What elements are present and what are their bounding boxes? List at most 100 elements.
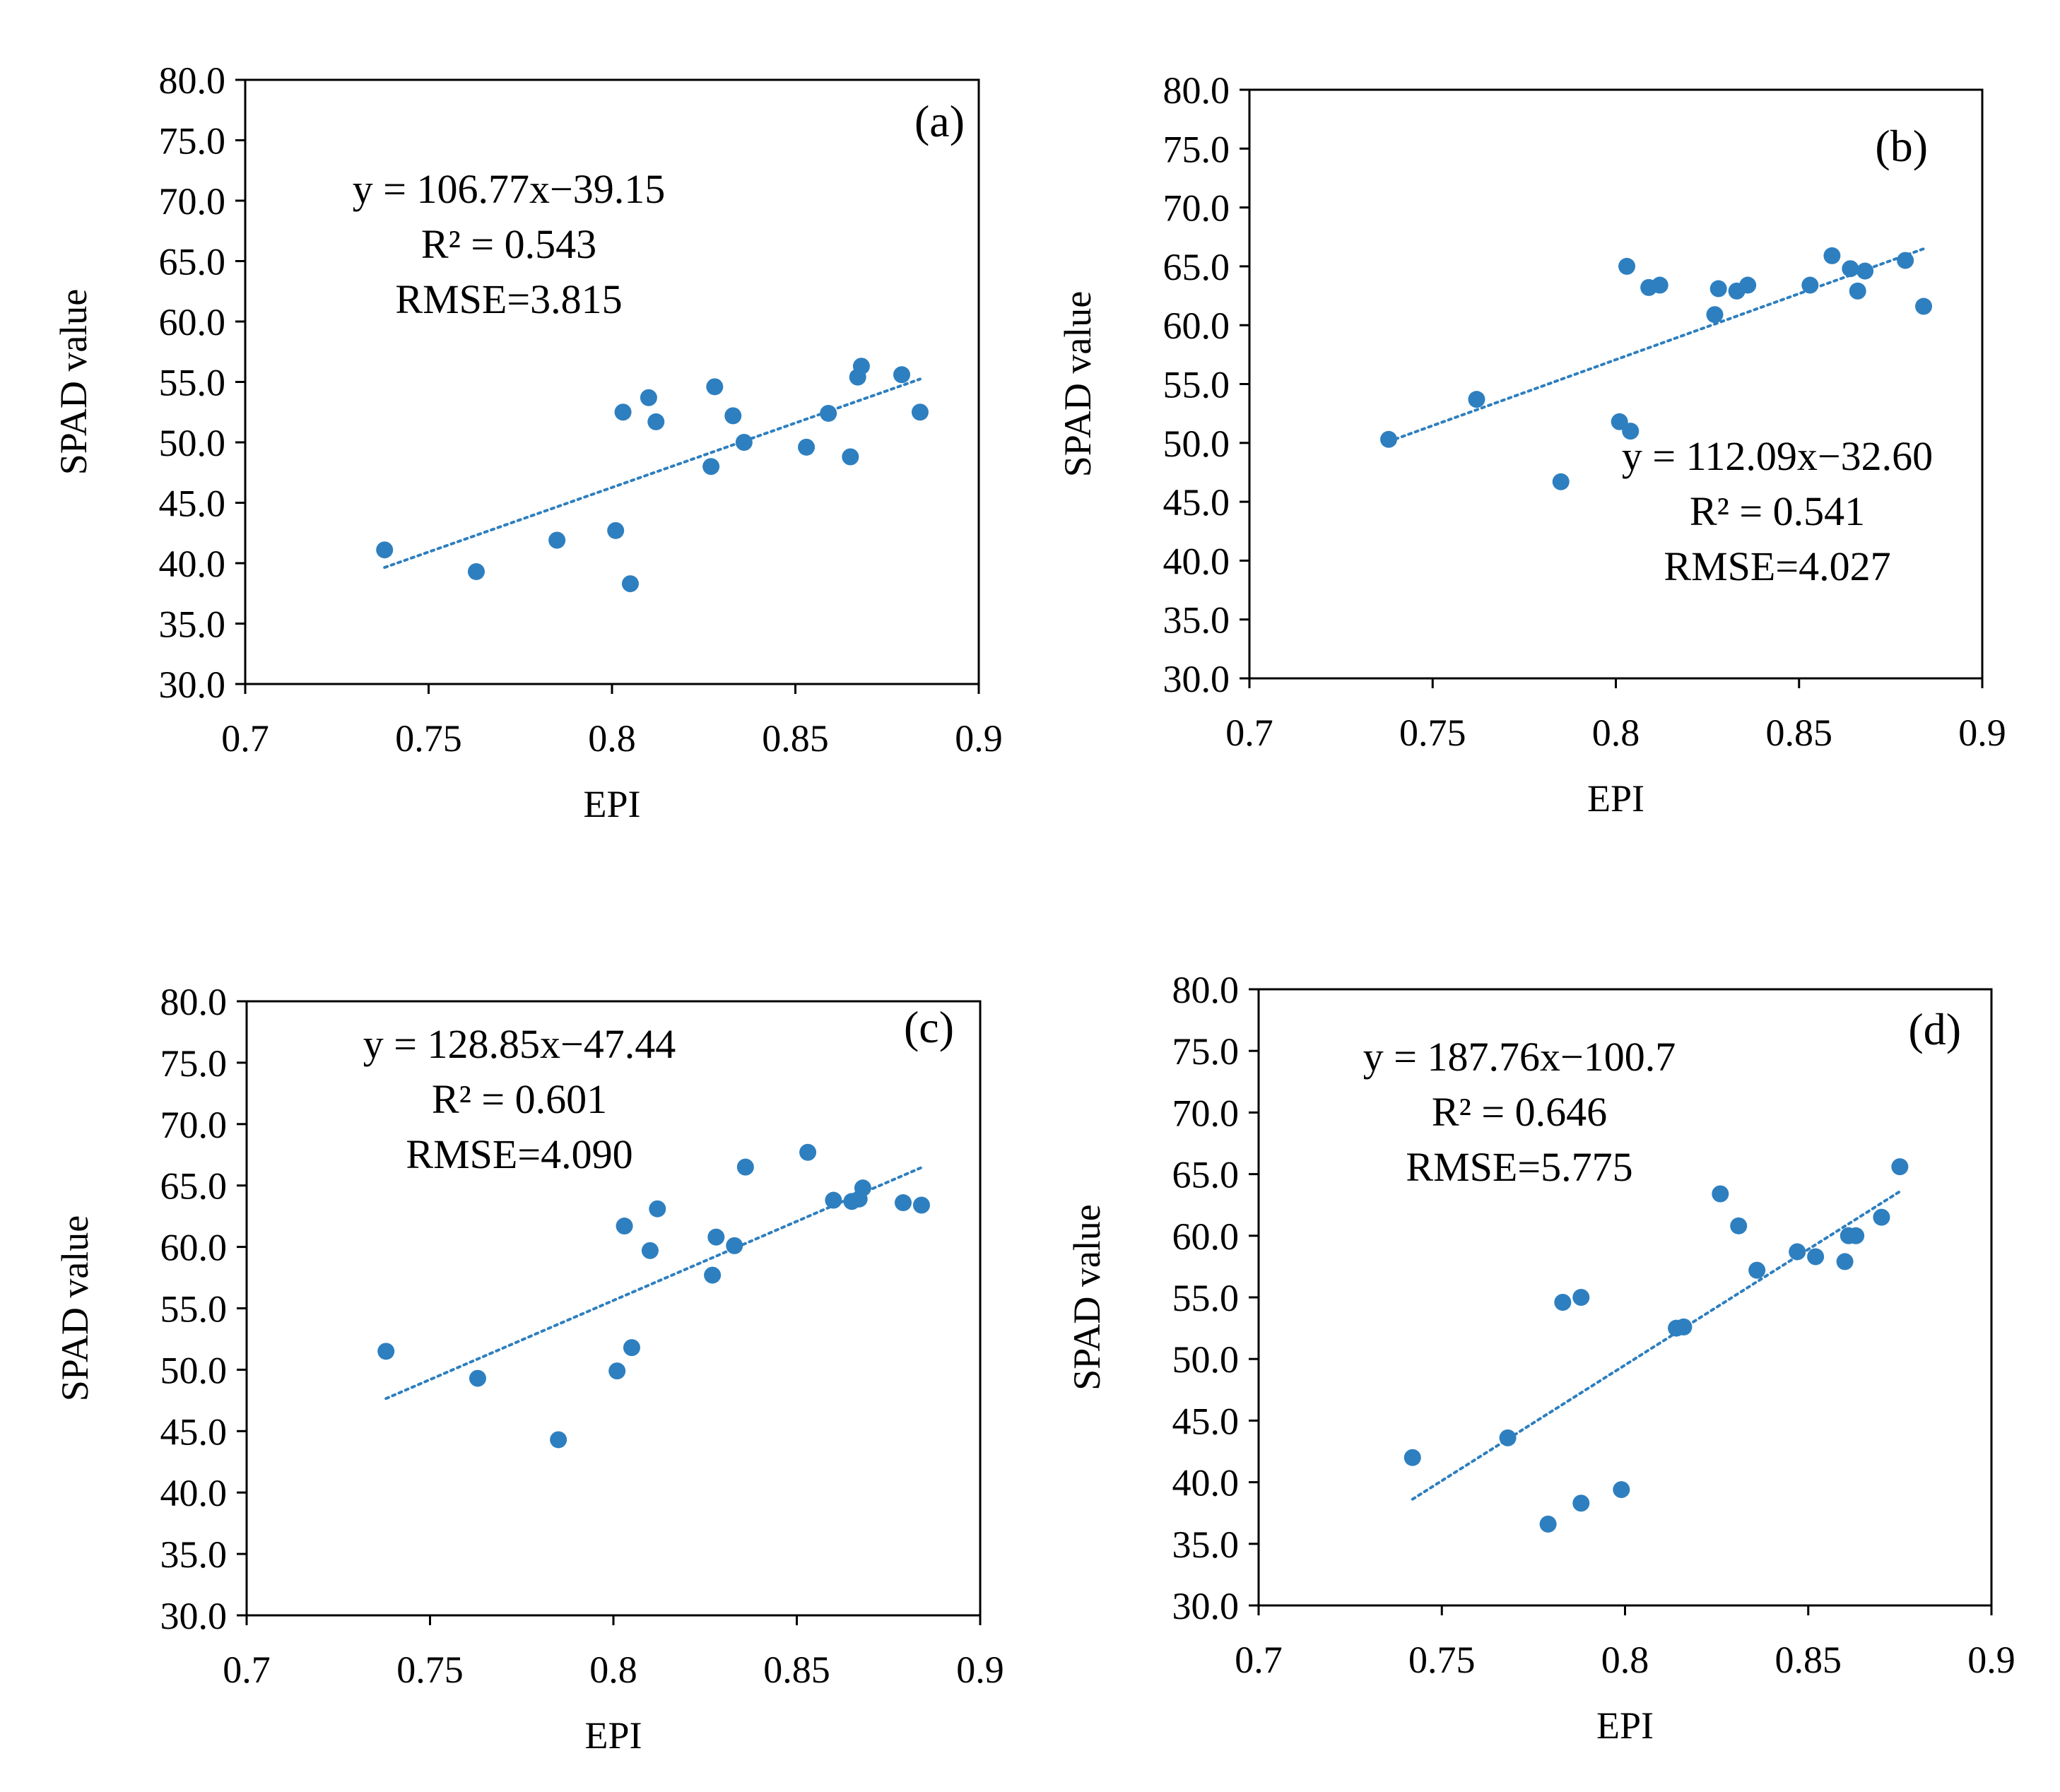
data-point [608,1362,626,1380]
y-tick-label: 50.0 [1163,423,1230,465]
data-point [1572,1495,1590,1512]
y-tick-label: 35.0 [1172,1523,1240,1566]
trend-line [383,377,922,570]
data-point [548,531,566,549]
y-tick-label: 55.0 [1163,364,1230,406]
y-tick-label: 50.0 [159,422,226,464]
y-axis-label: SPAD value [52,289,95,476]
y-tick-label: 50.0 [1172,1338,1240,1381]
x-tick-label: 0.7 [223,1649,271,1691]
y-tick-label: 30.0 [1172,1585,1240,1627]
data-point [736,1158,754,1176]
data-point [1675,1318,1693,1336]
y-tick-label: 70.0 [159,180,226,223]
data-point [911,403,929,421]
data-point [1842,260,1859,278]
data-point [377,1343,395,1360]
x-tick-label: 0.8 [588,717,636,760]
data-point [1789,1243,1806,1261]
y-tick-label: 55.0 [160,1288,228,1331]
y-tick-label: 75.0 [159,120,226,163]
y-tick-label: 75.0 [160,1042,228,1085]
data-point [1539,1515,1557,1533]
y-tick-label: 80.0 [159,59,226,102]
x-tick-label: 0.85 [1775,1639,1842,1681]
data-point [623,1339,640,1357]
y-tick-label: 75.0 [1172,1030,1240,1073]
panel-label: (d) [1908,1004,1961,1054]
data-point [706,378,724,396]
panel-label: (a) [914,96,965,146]
data-point [1706,306,1724,324]
plot-frame [1257,988,1993,1607]
data-point [1611,413,1628,430]
data-point [852,358,870,375]
x-tick-label: 0.9 [956,1649,1004,1691]
y-tick-label: 40.0 [160,1472,228,1514]
data-point [842,448,859,466]
data-point [1468,391,1485,408]
data-point [1847,1227,1865,1244]
y-tick-label: 45.0 [1172,1400,1240,1442]
x-tick-label: 0.9 [1958,712,2006,754]
x-axis-label: EPI [1596,1704,1654,1747]
data-point [640,389,657,406]
x-tick-label: 0.85 [762,717,829,760]
y-tick-label: 80.0 [1172,969,1240,1011]
y-tick-label: 70.0 [160,1104,228,1146]
y-tick-label: 45.0 [1163,481,1230,524]
chart-panel-4: 30.0 35.0 40.0 45.0 50.0 55.0 60.0 65.0 70.0 75.0… [1066,969,2015,1747]
trend-line [1387,247,1926,443]
data-point [614,403,632,421]
x-axis-label: EPI [584,783,641,825]
x-tick-label: 0.75 [1408,1639,1476,1681]
y-axis-label: SPAD value [1057,291,1099,478]
x-tick-label: 0.75 [1399,712,1466,754]
y-tick-label: 35.0 [1163,599,1230,642]
data-point [895,1194,912,1212]
data-point [621,575,639,593]
data-point [1651,276,1668,294]
data-point [1730,1217,1748,1234]
data-point [1748,1261,1766,1279]
data-point [376,541,394,559]
panel-label: (c) [904,1002,954,1052]
x-axis-label: EPI [585,1714,642,1757]
y-tick-label: 30.0 [159,664,226,706]
data-point [1849,282,1866,300]
data-point [649,1200,666,1218]
chart-panel-1: 30.0 35.0 40.0 45.0 50.0 55.0 60.0 65.0 70.0 75.0… [52,59,1003,825]
data-point [550,1431,567,1449]
data-point [1807,1248,1825,1266]
data-point [893,366,911,384]
data-point [1613,1481,1630,1499]
data-point [707,1228,725,1246]
data-point [607,521,625,539]
data-point [1403,1449,1421,1466]
data-point [1823,247,1841,264]
data-point [1897,252,1914,269]
x-tick-label: 0.85 [1766,712,1833,754]
data-point [1739,276,1757,294]
data-point [704,1266,722,1284]
x-tick-label: 0.9 [1967,1639,2015,1681]
y-axis-label: SPAD value [1066,1204,1108,1391]
y-tick-label: 60.0 [1172,1215,1240,1258]
rmse: RMSE=4.090 [406,1131,632,1177]
regression-equation: y = 128.85x−47.44 [363,1021,676,1067]
data-point [647,413,665,430]
x-tick-label: 0.75 [395,717,462,760]
x-tick-label: 0.9 [955,717,1003,760]
data-point [726,1237,743,1254]
regression-equation: y = 112.09x−32.60 [1622,433,1933,479]
x-tick-label: 0.7 [1225,712,1273,754]
panel-label: (b) [1875,121,1928,171]
y-tick-label: 40.0 [1163,540,1230,582]
data-point [1622,423,1640,440]
y-tick-label: 65.0 [160,1165,228,1208]
y-tick-label: 45.0 [160,1410,228,1453]
data-point [735,434,753,451]
y-tick-label: 45.0 [159,483,226,525]
y-tick-label: 70.0 [1163,187,1230,230]
data-point [854,1179,871,1197]
